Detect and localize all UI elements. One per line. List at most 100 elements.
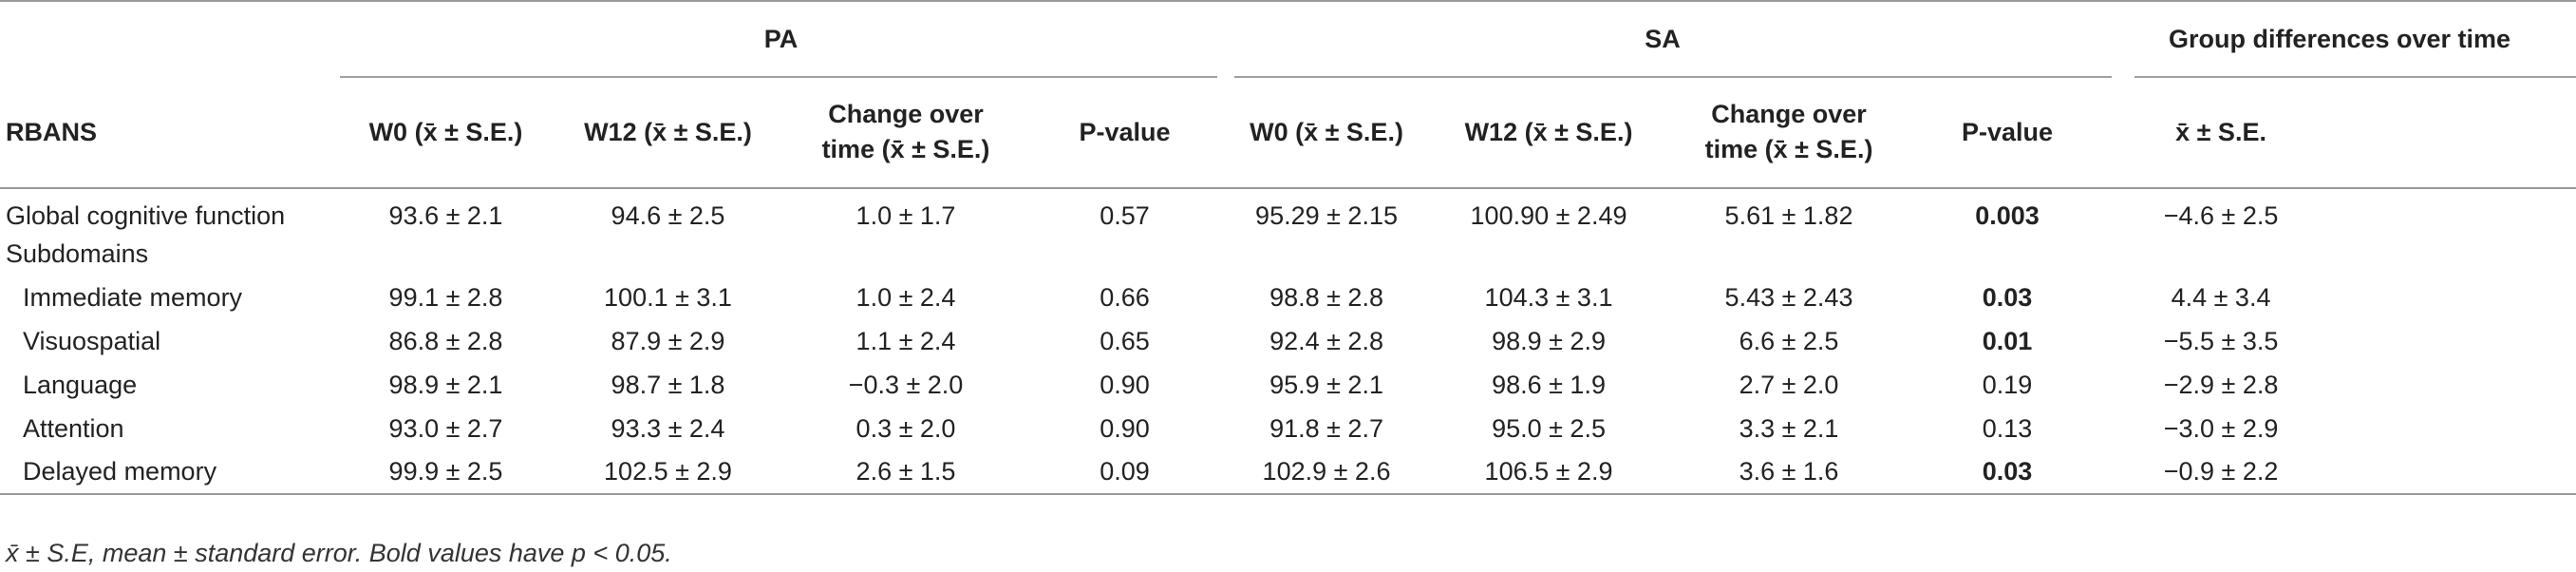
table-cell: 94.6 ± 2.5: [611, 201, 725, 230]
column-header-line1: Change over: [1711, 100, 1867, 128]
column-spacer: [2339, 319, 2576, 363]
table-cell: 0.003: [1975, 201, 2040, 230]
table-cell: 0.03: [1982, 282, 2033, 312]
table-cell: [784, 232, 1027, 276]
column-header: x̄ ± S.E.: [2103, 77, 2339, 188]
column-header: P-value: [1911, 77, 2103, 188]
table-cell: 5.43 ± 2.43: [1724, 282, 1853, 312]
column-spacer: [2339, 232, 2576, 276]
table-cell: 98.9 ± 2.1: [388, 370, 503, 399]
group-header-diff: Group differences over time: [2103, 0, 2576, 77]
table-cell: 0.57: [1100, 201, 1150, 230]
column-spacer: [2339, 276, 2576, 319]
table-cell: 93.0 ± 2.7: [388, 413, 503, 443]
column-spacer: [2339, 407, 2576, 450]
table-cell: 0.19: [1982, 370, 2033, 399]
column-header-line1: W0 (x̄ ± S.E.): [1250, 117, 1403, 146]
table-cell: 104.3 ± 3.1: [1484, 282, 1613, 312]
table-cell: 1.1 ± 2.4: [856, 326, 956, 355]
table-cell: 95.0 ± 2.5: [1492, 413, 1606, 443]
column-spacer: [2339, 188, 2576, 232]
column-header-line1: W12 (x̄ ± S.E.): [584, 117, 752, 146]
table-cell: 6.6 ± 2.5: [1739, 326, 1839, 355]
table-cell: 2.7 ± 2.0: [1739, 370, 1839, 399]
table-cell: 100.1 ± 3.1: [604, 282, 732, 312]
table-cell: −5.5 ± 3.5: [2163, 326, 2279, 355]
table-cell: 93.3 ± 2.4: [611, 413, 725, 443]
table-cell: 106.5 ± 2.9: [1484, 457, 1613, 486]
table-body: Global cognitive function 93.6 ± 2.1 94.6 …: [0, 188, 2576, 494]
table-cell: 98.8 ± 2.8: [1269, 282, 1383, 312]
column-header-line2: time (x̄ ± S.E.): [821, 135, 990, 163]
column-header-line1: x̄ ± S.E.: [2175, 117, 2266, 146]
table-cell: 3.6 ± 1.6: [1739, 457, 1839, 486]
row-label: Immediate memory: [23, 282, 243, 312]
column-spacer: [2339, 363, 2576, 407]
table-cell: 5.61 ± 1.82: [1724, 201, 1853, 230]
column-header: P-value: [1027, 77, 1222, 188]
table-cell: 93.6 ± 2.1: [388, 201, 503, 230]
row-label: Attention: [23, 413, 124, 443]
table-cell: 99.9 ± 2.5: [388, 457, 503, 486]
table-cell: 1.0 ± 1.7: [856, 201, 956, 230]
group-rule-diff: [2134, 76, 2576, 78]
table-cell: 0.90: [1100, 370, 1150, 399]
table-cell: −3.0 ± 2.9: [2163, 413, 2279, 443]
table-cell: 0.65: [1100, 326, 1150, 355]
table-cell: 0.03: [1982, 457, 2033, 486]
table-row: Immediate memory 99.1 ± 2.8 100.1 ± 3.1 1.0…: [0, 276, 2576, 319]
group-header-sa: SA: [1222, 0, 2104, 77]
table-cell: 91.8 ± 2.7: [1269, 413, 1383, 443]
table-cell: 1.0 ± 2.4: [856, 282, 956, 312]
column-header-line1: P-value: [1962, 117, 2054, 146]
table-cell: 100.90 ± 2.49: [1470, 201, 1627, 230]
table-cell: 102.9 ± 2.6: [1262, 457, 1391, 486]
corner-cell: [0, 0, 340, 77]
table-cell: 0.66: [1100, 282, 1150, 312]
table-cell: 0.13: [1982, 413, 2033, 443]
table-cell: [340, 232, 552, 276]
table-cell: [1911, 232, 2103, 276]
row-label: Global cognitive function: [6, 201, 286, 230]
table-cell: 3.3 ± 2.1: [1739, 413, 1839, 443]
column-header: Change over time (x̄ ± S.E.): [784, 77, 1027, 188]
table-cell: 95.9 ± 2.1: [1269, 370, 1383, 399]
table-cell: [2103, 232, 2339, 276]
table-cell: 92.4 ± 2.8: [1269, 326, 1383, 355]
column-header: W0 (x̄ ± S.E.): [1222, 77, 1431, 188]
table-cell: 0.01: [1982, 326, 2033, 355]
table-cell: [1027, 232, 1222, 276]
column-spacer: [2339, 450, 2576, 494]
column-header-line1: W0 (x̄ ± S.E.): [368, 117, 523, 146]
group-header-row: PA SA Group differences over time: [0, 0, 2576, 77]
group-header-pa: PA: [340, 0, 1223, 77]
table-cell: 4.4 ± 3.4: [2171, 282, 2271, 312]
table-cell: 0.90: [1100, 413, 1150, 443]
table-cell: [1666, 232, 1911, 276]
table-cell: 87.9 ± 2.9: [611, 326, 725, 355]
group-rule-sa: [1234, 76, 2112, 78]
column-header-line1: P-value: [1079, 117, 1171, 146]
column-header-line1: Change over: [828, 100, 984, 128]
column-header-line2: time (x̄ ± S.E.): [1704, 135, 1873, 163]
table-cell: 98.7 ± 1.8: [611, 370, 725, 399]
table-row: Delayed memory 99.9 ± 2.5 102.5 ± 2.9 2.6 ±…: [0, 450, 2576, 494]
table-footnote: x̄ ± S.E, mean ± standard error. Bold va…: [6, 539, 672, 567]
table-cell: 99.1 ± 2.8: [388, 282, 503, 312]
table-cell: −0.9 ± 2.2: [2163, 457, 2279, 486]
column-header: Change over time (x̄ ± S.E.): [1666, 77, 1911, 188]
group-rule-pa: [340, 76, 1217, 78]
table-cell: 102.5 ± 2.9: [604, 457, 732, 486]
column-header: W12 (x̄ ± S.E.): [552, 77, 784, 188]
table-row: Subdomains: [0, 232, 2576, 276]
row-label: Delayed memory: [23, 457, 217, 486]
table-row: Attention 93.0 ± 2.7 93.3 ± 2.4 0.3 ± 2.0 0.…: [0, 407, 2576, 450]
results-table-container: PA SA Group differences over time RBANS …: [0, 0, 2576, 494]
column-spacer: [2339, 77, 2576, 188]
table-row: Visuospatial 86.8 ± 2.8 87.9 ± 2.9 1.1 ± 2.…: [0, 319, 2576, 363]
table-cell: −0.3 ± 2.0: [848, 370, 964, 399]
table-cell: 98.6 ± 1.9: [1492, 370, 1606, 399]
table-cell: 86.8 ± 2.8: [388, 326, 503, 355]
table-row: Global cognitive function 93.6 ± 2.1 94.6 …: [0, 188, 2576, 232]
table-cell: [1431, 232, 1666, 276]
